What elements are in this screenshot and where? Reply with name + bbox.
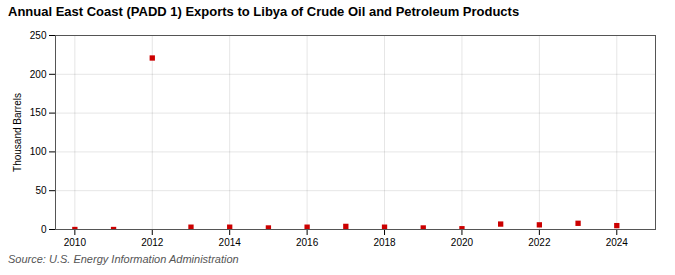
svg-text:250: 250 (30, 30, 47, 41)
svg-text:2020: 2020 (451, 237, 474, 248)
html-text:Annual East Coast (PADD 1) Exp: Annual East Coast (PADD 1) Exports to Li… (8, 4, 520, 19)
svg-text:2018: 2018 (373, 237, 396, 248)
svg-text:2016: 2016 (296, 237, 319, 248)
svg-text:2022: 2022 (528, 237, 551, 248)
svg-text:2010: 2010 (64, 237, 87, 248)
svg-text:2024: 2024 (606, 237, 629, 248)
svg-text:150: 150 (30, 107, 47, 118)
svg-text:2014: 2014 (219, 237, 242, 248)
svg-text:Thousand Barrels: Thousand Barrels (12, 93, 23, 172)
svg-text:200: 200 (30, 69, 47, 80)
svg-text:100: 100 (30, 146, 47, 157)
svg-text:50: 50 (35, 185, 47, 196)
svg-text:0: 0 (41, 224, 47, 235)
svg-text:2012: 2012 (141, 237, 164, 248)
html-text:Source: U.S. Energy Informatio: Source: U.S. Energy Information Administ… (8, 253, 239, 265)
